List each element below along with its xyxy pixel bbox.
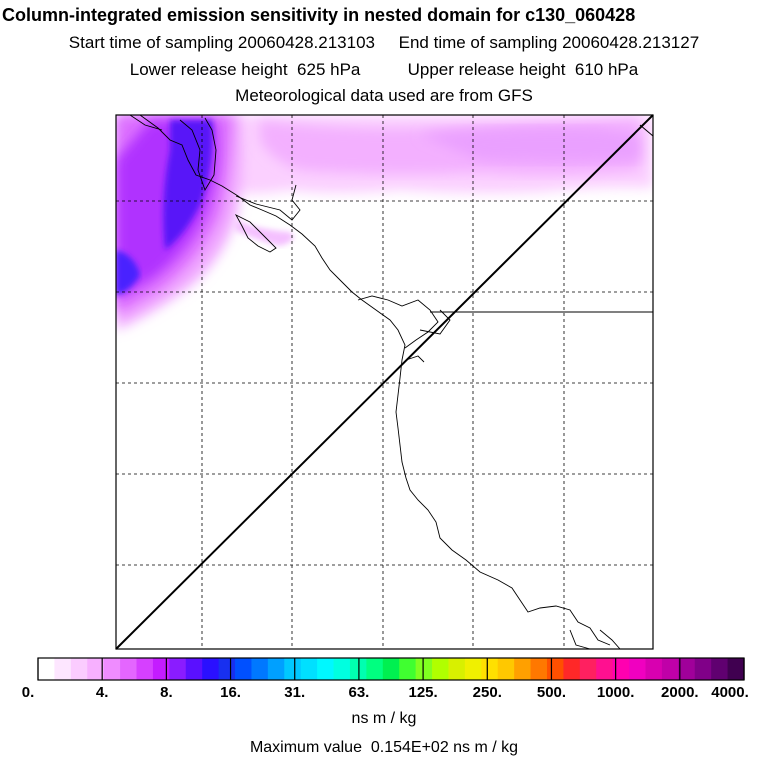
colorbar-cell [300,658,318,680]
meteorological-data-line: Meteorological data used are from GFS [235,86,533,105]
colorbar-cell [54,658,72,680]
colorbar-tick-label: 4. [95,684,109,701]
colorbar-cell [432,658,450,680]
colorbar-tick-label: 1000. [596,684,635,701]
colorbar-tick-label: 16. [220,684,241,701]
coastline-fragment [639,124,654,137]
colorbar-cell [70,658,88,680]
colorbar-cell [399,658,417,680]
colorbar-cell [645,658,663,680]
colorbar-cell [497,658,515,680]
colorbar-units: ns m / kg [351,710,417,727]
colorbar-cell [530,658,548,680]
colorbar-cell [415,658,433,680]
maximum-value: Maximum value 0.154E+02 ns m / kg [249,739,519,756]
sampling-time-line: Start time of sampling 20060428.213103 E… [68,33,700,52]
colorbar-cell [251,658,269,680]
colorbar-cell [120,658,138,680]
colorbar-tick-label: 63. [348,684,370,701]
colorbar-cell [661,658,679,680]
colorbar-cell [514,658,532,680]
colorbar-cell [267,658,285,680]
colorbar-cell [711,658,729,680]
colorbar-cell [579,658,597,680]
map-title: Column-integrated emission sensitivity i… [2,5,636,25]
colorbar-cell [448,658,466,680]
colorbar-tick-label: 2000. [661,684,699,701]
colorbar-cell [546,658,564,680]
colorbar-cells [38,658,745,680]
map-frame [115,114,654,650]
colorbar-cell [284,658,302,680]
coastline [129,114,653,650]
release-height-line: Lower release height 625 hPa Upper relea… [129,60,639,79]
sensitivity-field [116,115,653,330]
colorbar-cell [612,658,630,680]
colorbar-frame [37,657,745,681]
colorbar-cell [103,658,121,680]
colorbar-tick-label: 31. [284,684,306,701]
colorbar-cell [169,658,187,680]
flight-track-line [115,114,654,650]
colorbar-cell [366,658,384,680]
colorbar-cell [481,658,499,680]
colorbar-tick-label: 125. [408,684,438,701]
colorbar-cell [38,658,56,680]
colorbar-cell [152,658,170,680]
colorbar-cell [678,658,696,680]
colorbar-tick-label: 8. [160,684,173,701]
colorbar-tick-label: 0. [21,684,35,701]
colorbar-cell [87,658,105,680]
colorbar-cell [629,658,647,680]
colorbar-tick-label: 250. [472,684,502,701]
colorbar-cell [727,658,745,680]
colorbar-tick-label: 4000. [711,684,749,701]
colorbar-cell [317,658,335,680]
colorbar-cell [218,658,236,680]
colorbar-cell [333,658,351,680]
colorbar-cell [136,658,154,680]
colorbar-cell [185,658,203,680]
colorbar-cell [563,658,581,680]
lat-lon-grid [116,115,653,649]
colorbar-tick-label: 500. [536,684,567,701]
colorbar-cell [202,658,220,680]
colorbar-cell [382,658,400,680]
colorbar-cell [694,658,712,680]
colorbar-cell [235,658,253,680]
colorbar-cell [596,658,614,680]
colorbar-cell [464,658,482,680]
